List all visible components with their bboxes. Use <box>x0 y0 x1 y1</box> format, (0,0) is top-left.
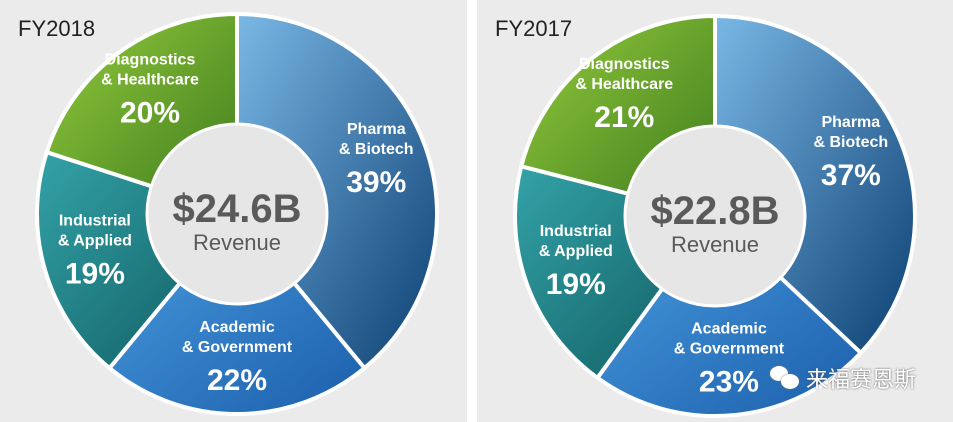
slice-value-label: 21% <box>594 101 654 134</box>
wechat-icon <box>770 366 800 390</box>
slice-label: & Biotech <box>813 134 888 151</box>
slice-label: Diagnostics <box>579 56 670 73</box>
donut-slice <box>106 210 368 416</box>
slice-value-label: 20% <box>120 96 180 129</box>
slice-label: Industrial <box>540 223 612 240</box>
slice-label: Academic <box>691 320 767 337</box>
slice-label: Pharma <box>347 121 406 138</box>
donut-slice <box>594 212 864 418</box>
watermark: 来福赛恩斯 <box>770 362 916 394</box>
slice-label: Pharma <box>821 114 880 131</box>
donut-slice <box>235 11 439 371</box>
slice-label: & Applied <box>58 232 132 249</box>
center-label: Revenue <box>193 230 281 255</box>
slice-label: & Government <box>674 340 785 357</box>
slice-value-label: 39% <box>346 166 406 199</box>
watermark-text: 来福赛恩斯 <box>806 367 917 392</box>
chart-title: FY2018 <box>18 16 96 41</box>
donut-slice <box>713 13 917 356</box>
slice-label: & Government <box>182 339 293 356</box>
slice-label: Diagnostics <box>105 51 196 68</box>
slice-label: & Biotech <box>339 141 414 158</box>
center-value: $24.6B <box>173 187 302 231</box>
slice-value-label: 23% <box>699 365 759 398</box>
slice-label: Academic <box>199 319 275 336</box>
slice-label: & Healthcare <box>101 71 199 88</box>
slice-value-label: 22% <box>207 364 267 397</box>
slice-label: & Applied <box>539 243 613 260</box>
donut-hole <box>623 124 807 308</box>
center-value: $22.8B <box>651 189 780 233</box>
slice-label: & Healthcare <box>575 76 673 93</box>
center-label: Revenue <box>671 232 759 257</box>
slice-value-label: 37% <box>821 159 881 192</box>
donut-hole <box>145 122 329 306</box>
slice-value-label: 19% <box>546 268 606 301</box>
slice-value-label: 19% <box>65 257 125 290</box>
slice-label: Industrial <box>59 212 131 229</box>
chart-title: FY2017 <box>495 16 573 41</box>
